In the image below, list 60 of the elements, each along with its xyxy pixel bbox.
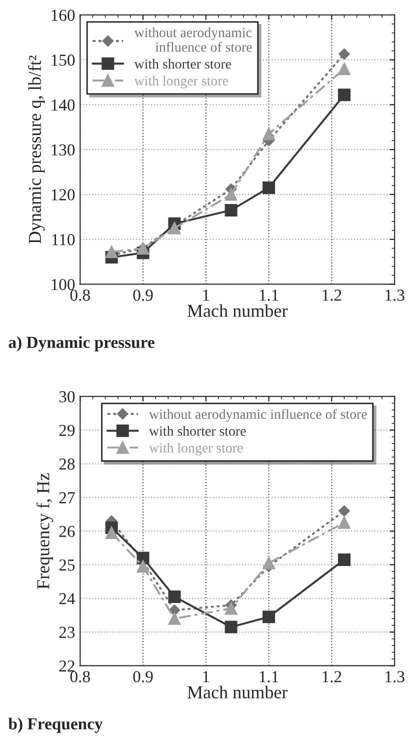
text: a) Dynamic pressure (8, 336, 154, 352)
point (338, 48, 350, 60)
point (262, 610, 276, 624)
legend-label: without aerodynamic influence of store (134, 27, 252, 52)
y-tick-label: 150 (52, 54, 75, 66)
point (224, 620, 238, 634)
y-tick-label: 130 (52, 144, 75, 156)
y-tick-label: 27 (59, 492, 75, 504)
y-axis-title: Dynamic pressure q, lb/ft² (28, 56, 45, 244)
point (168, 612, 181, 625)
y-tick-label: 24 (59, 593, 76, 604)
x-tick-label: 1.1 (260, 671, 278, 682)
y-tick-label: 30 (59, 391, 75, 402)
x-axis-title: Mach number (187, 686, 288, 698)
x-tick-label: 0.9 (133, 290, 153, 301)
y-tick-label: 100 (52, 278, 75, 290)
y-tick-label: 25 (59, 559, 75, 571)
point (136, 560, 150, 573)
point (224, 204, 238, 216)
x-tick-label: 0.8 (70, 671, 90, 682)
x-tick-label: 0.9 (133, 671, 153, 682)
point (105, 526, 118, 540)
x-axis-title: Mach number (187, 304, 288, 317)
point (262, 128, 276, 140)
point (338, 88, 351, 102)
x-tick-label: 1.2 (322, 671, 342, 682)
point (168, 590, 181, 603)
point (338, 516, 351, 529)
text: b) Frequency (8, 718, 103, 733)
x-tick-label: 1 (203, 671, 210, 682)
point (224, 602, 238, 615)
y-axis-title: Frequency f, Hz (36, 473, 54, 589)
point (338, 553, 351, 566)
y-tick-label: 160 (52, 10, 75, 21)
y-tick-label: 29 (59, 424, 75, 436)
point (168, 222, 181, 234)
y-tick-label: 23 (59, 626, 75, 638)
x-tick-label: 1 (203, 290, 210, 301)
legend-label: with shorter store (134, 58, 232, 69)
x-tick-label: 1.2 (322, 290, 342, 301)
y-tick-label: 26 (59, 526, 75, 538)
legend-label: with longer store (134, 76, 228, 88)
x-tick-label: 1.1 (260, 290, 278, 301)
point (338, 62, 351, 76)
y-tick-label: 22 (59, 660, 74, 672)
legend-label: with shorter store (149, 426, 246, 436)
y-tick-label: 120 (52, 189, 75, 200)
point (224, 188, 238, 201)
y-tick-label: 140 (52, 99, 75, 111)
legend-label: without aerodynamic influence of store (149, 408, 367, 422)
y-tick-label: 110 (52, 234, 75, 246)
point (105, 246, 118, 258)
y-tick-label: 28 (59, 458, 75, 470)
point (262, 556, 276, 570)
legend-label: with longer store (149, 442, 243, 456)
x-tick-label: 1.3 (386, 290, 404, 301)
point (262, 182, 276, 194)
x-tick-label: 0.8 (70, 290, 90, 301)
point (338, 505, 350, 516)
x-tick-label: 1.3 (386, 671, 404, 682)
